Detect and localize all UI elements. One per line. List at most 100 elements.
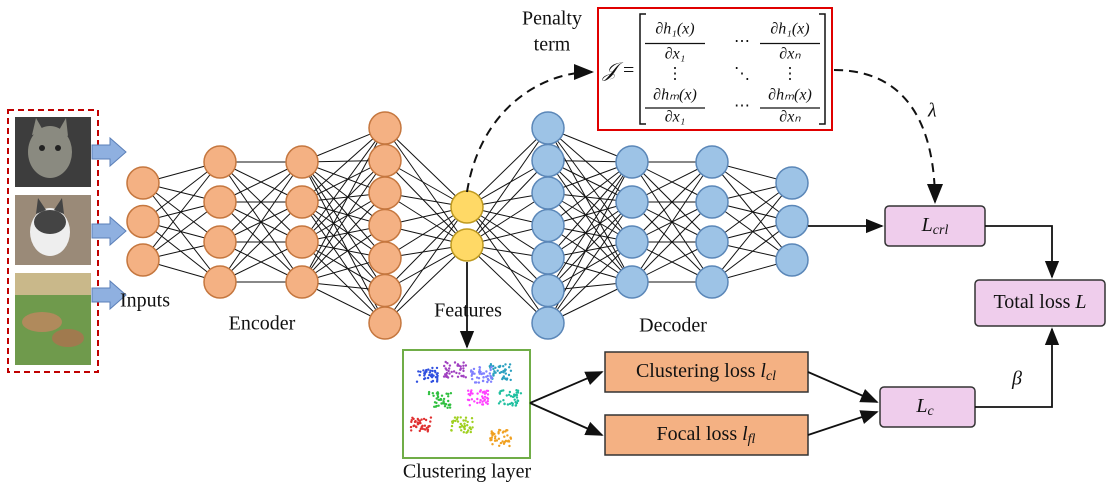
cluster-point — [423, 372, 425, 374]
neuron — [204, 226, 236, 258]
cluster-point — [426, 427, 428, 429]
neuron — [696, 266, 728, 298]
neuron — [369, 210, 401, 242]
cluster-point — [410, 426, 412, 428]
cluster-point — [437, 399, 439, 401]
subscript: fl — [748, 432, 756, 447]
cluster-point — [515, 389, 517, 391]
cluster-point — [435, 376, 437, 378]
cluster-point — [435, 402, 437, 404]
cluster-point — [436, 367, 438, 369]
label: Decoder — [639, 315, 707, 337]
cluster-point — [467, 421, 469, 423]
cluster-point — [479, 401, 481, 403]
cluster-point — [427, 430, 429, 432]
ellipsis: ⋮ — [667, 66, 683, 83]
label: Clustering layer — [403, 461, 532, 483]
cluster-point — [428, 393, 430, 395]
cluster-point — [484, 396, 486, 398]
cluster-point — [465, 419, 467, 421]
cluster-point — [455, 372, 457, 374]
neuron — [696, 226, 728, 258]
cluster-point — [503, 436, 505, 438]
cluster-point — [414, 421, 416, 423]
cluster-point — [491, 430, 493, 432]
math: L — [1074, 291, 1086, 313]
neuron — [286, 146, 318, 178]
cluster-point — [520, 392, 522, 394]
cluster-point — [468, 399, 470, 401]
cluster-point — [479, 399, 481, 401]
cluster-point — [447, 400, 449, 402]
neuron — [451, 229, 483, 261]
cluster-point — [506, 434, 508, 436]
cluster-point — [465, 417, 467, 419]
cluster-point — [487, 393, 489, 395]
lambda: λ — [927, 100, 937, 122]
cluster-point — [492, 433, 494, 435]
cluster-point — [452, 420, 454, 422]
cluster-point — [482, 376, 484, 378]
cluster-point — [497, 370, 499, 372]
cluster-point — [514, 394, 516, 396]
cluster-point — [437, 372, 439, 374]
cluster-point — [497, 431, 499, 433]
cluster-point — [500, 371, 502, 373]
cluster-point — [471, 378, 473, 380]
cluster-point — [445, 361, 447, 363]
neuron — [204, 266, 236, 298]
neuron — [369, 307, 401, 339]
cluster-point — [482, 397, 484, 399]
neuron — [451, 191, 483, 223]
cluster-point — [424, 425, 426, 427]
cluster-point — [454, 361, 456, 363]
cluster-point — [451, 375, 453, 377]
neuron — [127, 244, 159, 276]
cluster-point — [427, 368, 429, 370]
cluster-point — [509, 363, 511, 365]
text: Clustering loss — [636, 360, 760, 382]
cluster-point — [422, 428, 424, 430]
cluster-point — [446, 372, 448, 374]
cluster-point — [443, 365, 445, 367]
cluster-point — [462, 375, 464, 377]
cluster-point — [446, 407, 448, 409]
numerator: ∂h₁(x) — [655, 21, 694, 38]
cluster-point — [489, 437, 491, 439]
cluster-point — [502, 399, 504, 401]
cluster-point — [448, 404, 450, 406]
cluster-point — [432, 392, 434, 394]
cluster-point — [416, 381, 418, 383]
cluster-point — [506, 394, 508, 396]
cluster-point — [516, 394, 518, 396]
neuron — [369, 242, 401, 274]
cluster-point — [487, 375, 489, 377]
cluster-point — [501, 378, 503, 380]
cluster-point — [429, 420, 431, 422]
cluster-point — [471, 392, 473, 394]
cluster-point — [473, 400, 475, 402]
cluster-point — [460, 368, 462, 370]
cluster-point — [437, 391, 439, 393]
cluster-point — [465, 364, 467, 366]
cluster-point — [454, 416, 456, 418]
penalty-label: term — [534, 34, 571, 56]
cluster-point — [434, 371, 436, 373]
cluster-point — [458, 365, 460, 367]
cluster-point — [496, 439, 498, 441]
cluster-point — [453, 370, 455, 372]
cluster-point — [508, 366, 510, 368]
neuron — [127, 206, 159, 238]
cluster-point — [460, 416, 462, 418]
text: Focal loss — [657, 423, 743, 445]
cluster-point — [470, 428, 472, 430]
cluster-point — [510, 370, 512, 372]
neuron — [532, 177, 564, 209]
label: Encoder — [229, 313, 296, 335]
cluster-point — [498, 402, 500, 404]
cluster-point — [515, 402, 517, 404]
cluster-point — [471, 373, 473, 375]
cluster-point — [464, 428, 466, 430]
neuron — [532, 275, 564, 307]
cluster-point — [460, 429, 462, 431]
